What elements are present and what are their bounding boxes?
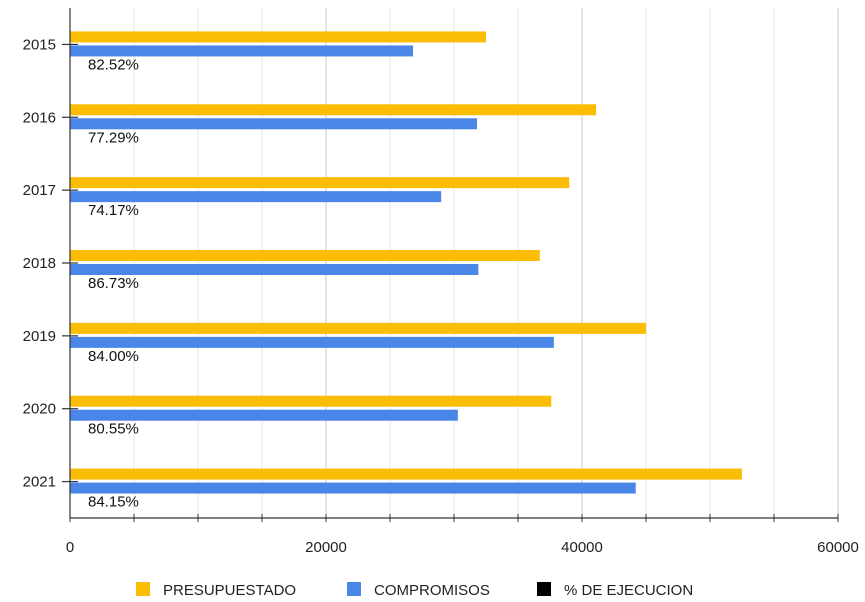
bar-presupuestado <box>70 395 552 407</box>
axes <box>62 8 839 522</box>
bar-compromisos <box>70 45 414 57</box>
category-label: 2018 <box>23 255 56 272</box>
category-label: 2021 <box>23 474 56 491</box>
x-tick-label: 0 <box>66 539 74 556</box>
bar-compromisos <box>70 336 554 348</box>
percent-ejecucion-label: 86.73% <box>88 275 139 292</box>
bar-compromisos <box>70 409 458 421</box>
legend-swatch <box>347 582 361 596</box>
category-label: 2020 <box>23 401 56 418</box>
percent-ejecucion-label: 82.52% <box>88 56 139 73</box>
x-tick-label: 60000 <box>817 539 859 556</box>
legend-swatch <box>136 582 150 596</box>
bar-series <box>70 31 742 494</box>
legend-swatch <box>537 582 551 596</box>
bar-presupuestado <box>70 468 742 480</box>
bar-presupuestado <box>70 250 540 261</box>
category-label: 2019 <box>23 328 56 345</box>
category-label: 2016 <box>23 109 56 126</box>
bar-compromisos <box>70 118 478 130</box>
legend-label: % DE EJECUCION <box>564 582 693 599</box>
bar-presupuestado <box>70 322 646 334</box>
percent-ejecucion-label: 77.29% <box>88 129 139 146</box>
legend-item: PRESUPUESTADO <box>136 582 296 599</box>
x-tick-label: 20000 <box>305 539 347 556</box>
category-label: 2015 <box>23 36 56 53</box>
grid-lines <box>133 8 839 518</box>
x-axis-tick-labels: 0 20000 40000 60000 <box>66 539 859 556</box>
legend-label: PRESUPUESTADO <box>163 582 296 599</box>
legend-item: % DE EJECUCION <box>537 582 693 599</box>
legend-item: COMPROMISOS <box>347 582 490 599</box>
legend-label: COMPROMISOS <box>374 582 490 599</box>
percent-ejecucion-label: 84.15% <box>88 494 139 511</box>
legend: PRESUPUESTADO COMPROMISOS % DE EJECUCION <box>136 582 693 599</box>
bar-compromisos <box>70 191 442 203</box>
x-tick-label: 40000 <box>561 539 603 556</box>
percent-ejecucion-label: 74.17% <box>88 202 139 219</box>
percent-ejecucion-label: 80.55% <box>88 421 139 438</box>
bar-compromisos <box>70 482 636 494</box>
bar-presupuestado <box>70 177 570 189</box>
percent-labels: 82.52% 77.29% 74.17% 86.73% 84.00% 80.55% 84.1… <box>88 56 139 510</box>
category-label: 2017 <box>23 182 56 199</box>
bar-presupuestado <box>70 31 486 43</box>
category-labels: 2015 2016 2017 2018 2019 2020 2021 <box>23 36 56 490</box>
percent-ejecucion-label: 84.00% <box>88 348 139 365</box>
bar-presupuestado <box>70 104 597 116</box>
bar-compromisos <box>70 264 479 275</box>
